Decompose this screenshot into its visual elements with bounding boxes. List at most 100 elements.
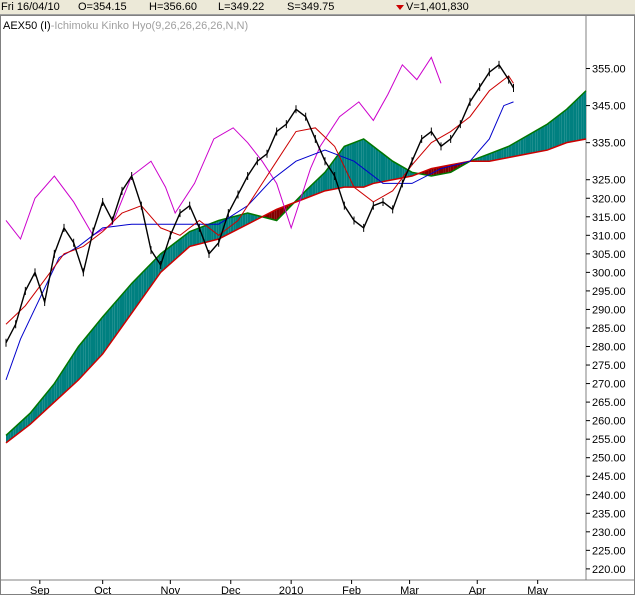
cloud-segment [68, 357, 72, 389]
cloud-segment [13, 426, 16, 438]
y-tick-label: 255.00 [592, 434, 626, 446]
cloud-segment [537, 128, 541, 152]
cloud-segment [240, 214, 243, 228]
cloud-segment [158, 253, 161, 276]
cloud-segment [315, 179, 318, 195]
senkou-b-line [5, 138, 587, 444]
cloud-segment [375, 148, 379, 183]
y-tick-label: 230.00 [592, 527, 626, 539]
cloud-segment [126, 286, 130, 320]
y-tick-label: 320.00 [592, 193, 626, 205]
cloud-segment [346, 144, 350, 188]
cloud-segment [30, 410, 33, 425]
cloud-segment [59, 372, 62, 398]
y-tick-label: 270.00 [592, 379, 626, 391]
cloud-segment [431, 168, 434, 177]
cloud-segment [148, 263, 151, 290]
cloud-segment [100, 316, 103, 357]
cloud-segment [426, 169, 429, 176]
y-tick-label: 235.00 [592, 508, 626, 520]
cloud-segment [370, 144, 374, 185]
cloud-segment [547, 122, 550, 151]
cloud-segment [107, 308, 110, 348]
cloud-segment [508, 144, 512, 158]
cloud-segment [573, 100, 577, 142]
cloud-segment [119, 294, 122, 331]
cloud-segment [44, 392, 48, 411]
cloud-segment [32, 407, 35, 423]
cloud-segment [90, 328, 93, 367]
cloud-segment [494, 150, 497, 161]
chart-legend: AEX50 (I)-Ichimoku Kinko Hyo(9,26,26,26,… [3, 20, 248, 32]
cloud-segment [83, 337, 86, 375]
y-tick-label: 265.00 [592, 397, 626, 409]
cloud-segment [27, 413, 31, 427]
x-tick-label: Feb [342, 585, 361, 595]
y-tick-label: 280.00 [592, 342, 626, 354]
cloud-segment [499, 149, 502, 160]
indicator-label: -Ichimoku Kinko Hyo(9,26,26,26,26,N,N) [51, 20, 248, 32]
cloud-segment [525, 135, 528, 155]
cloud-segment [392, 161, 396, 180]
cloud-segment [88, 331, 91, 370]
cloud-segment [22, 417, 26, 430]
cloud-segment [138, 273, 142, 303]
y-tick-label: 295.00 [592, 286, 626, 298]
y-tick-label: 325.00 [592, 175, 626, 187]
cloud-segment [520, 138, 524, 156]
cloud-segment [366, 140, 369, 187]
cloud-segment [187, 231, 190, 249]
cloud-segment [47, 389, 50, 409]
cloud-segment [317, 176, 321, 194]
cloud-segment [167, 246, 171, 266]
cloud-segment [554, 116, 557, 148]
chikou-line [5, 56, 442, 241]
cloud-segment [501, 148, 504, 159]
cloud-segment [247, 213, 251, 225]
cloud-segment [571, 102, 574, 142]
y-tick-label: 300.00 [592, 267, 626, 279]
y-tick-label: 260.00 [592, 416, 626, 428]
cloud-segment [170, 244, 173, 264]
x-tick-label: May [527, 585, 548, 595]
cloud-segment [109, 305, 113, 344]
cloud-segment [85, 334, 89, 373]
cloud-segment [274, 209, 277, 221]
cloud-segment [146, 266, 149, 293]
cloud-segment [15, 424, 19, 436]
cloud-segment [37, 401, 40, 418]
cloud-segment [252, 214, 255, 222]
cloud-segment [399, 165, 403, 179]
cloud-segment [518, 139, 521, 156]
cloud-segment [177, 239, 180, 258]
tenkan-line [5, 75, 514, 325]
cloud-segment [54, 379, 57, 403]
cloud-segment [131, 281, 135, 314]
cloud-segment [143, 268, 147, 297]
chart-frame [0, 15, 635, 595]
cloud-segment [225, 218, 229, 236]
cloud-segment [129, 283, 132, 317]
down-arrow-icon [396, 5, 404, 10]
cloud-segment [436, 167, 439, 176]
x-tick-label: Dec [221, 585, 241, 595]
x-tick-label: Mar [400, 585, 419, 595]
cloud-segment [540, 126, 543, 152]
cloud-segment [349, 143, 352, 188]
cloud-segment [528, 133, 531, 154]
cloud-segment [337, 152, 340, 189]
cloud-segment [549, 120, 553, 150]
cloud-segment [204, 225, 207, 243]
low-readout: L=349.22 [218, 1, 265, 13]
cloud-segment [561, 111, 565, 145]
cloud-segment [105, 311, 108, 351]
cloud-segment [42, 395, 45, 414]
cloud-segment [172, 242, 176, 262]
cloud-segment [35, 404, 38, 420]
y-axis-ticks: 355.00 345.00 335.00 325.00 320.00 315.00 310.… [586, 64, 626, 576]
cloud-segment [387, 157, 391, 181]
cloud-segment [196, 227, 200, 245]
y-tick-label: 225.00 [592, 545, 626, 557]
x-tick-label: 2010 [279, 585, 303, 595]
cloud-segment [180, 237, 183, 256]
